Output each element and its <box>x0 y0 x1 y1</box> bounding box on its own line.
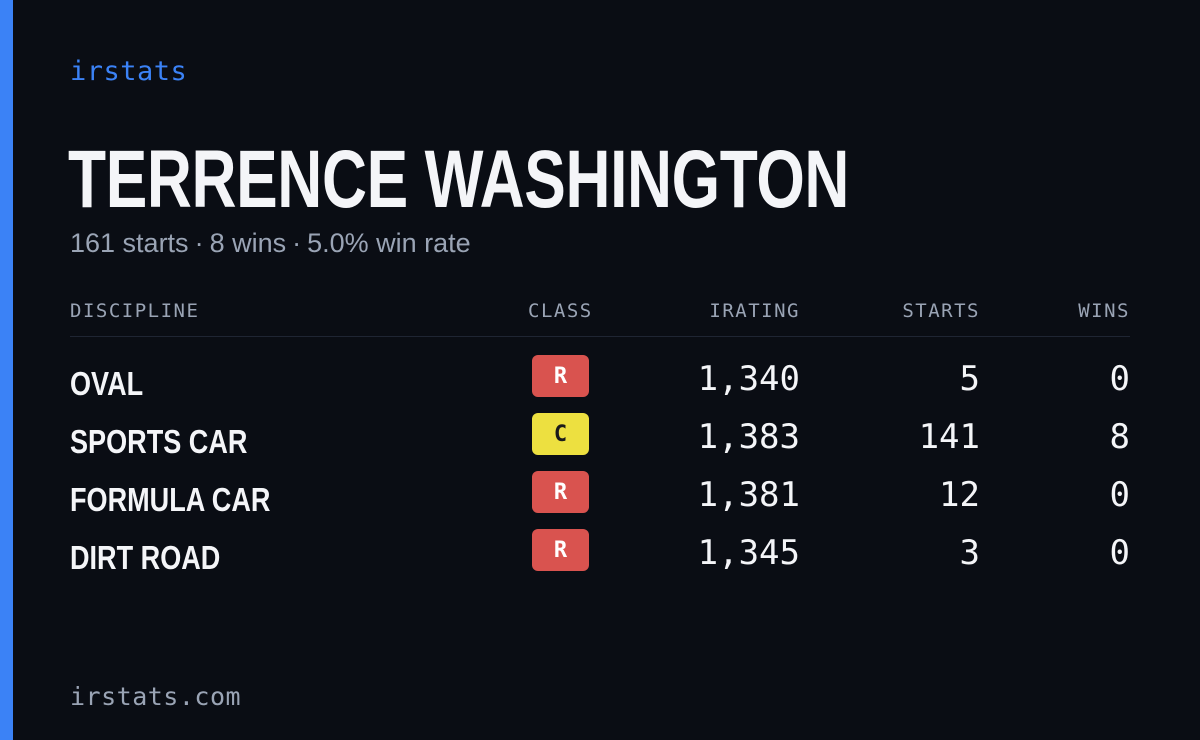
header-wins: WINS <box>1078 300 1130 322</box>
table-body: OVAL R 1,340 5 0 SPORTS CAR C 1,383 141 … <box>70 337 1130 587</box>
discipline-table: DISCIPLINE CLASS IRATING STARTS WINS OVA… <box>70 298 1130 587</box>
header-starts: STARTS <box>902 300 980 322</box>
discipline-name: FORMULA CAR <box>70 481 271 518</box>
class-badge: C <box>532 413 589 455</box>
starts-value: 5 <box>959 359 980 399</box>
starts-value: 141 <box>918 417 980 457</box>
driver-summary: 161 starts · 8 wins · 5.0% win rate <box>70 228 471 259</box>
table-row: OVAL R 1,340 5 0 <box>70 355 1130 413</box>
class-badge: R <box>532 355 589 397</box>
driver-name: TERRENCE WASHINGTON <box>68 134 850 225</box>
irating-value: 1,381 <box>697 475 800 515</box>
table-row: FORMULA CAR R 1,381 12 0 <box>70 471 1130 529</box>
footer-url: irstats.com <box>70 682 242 711</box>
table-header: DISCIPLINE CLASS IRATING STARTS WINS <box>70 298 1130 337</box>
header-class: CLASS <box>528 300 593 322</box>
discipline-name: DIRT ROAD <box>70 539 221 576</box>
summary-win-rate: 5.0% win rate <box>307 228 471 258</box>
summary-starts: 161 starts <box>70 228 189 258</box>
brand-logo: irstats <box>70 56 188 87</box>
class-badge: R <box>532 529 589 571</box>
summary-separator: · <box>292 228 302 258</box>
wins-value: 0 <box>1109 359 1130 399</box>
starts-value: 3 <box>959 533 980 573</box>
header-irating: IRATING <box>709 300 800 322</box>
table-row: SPORTS CAR C 1,383 141 8 <box>70 413 1130 471</box>
wins-value: 0 <box>1109 475 1130 515</box>
class-badge: R <box>532 471 589 513</box>
discipline-name: OVAL <box>70 365 144 402</box>
table-row: DIRT ROAD R 1,345 3 0 <box>70 529 1130 587</box>
summary-separator: · <box>194 228 204 258</box>
accent-bar <box>0 0 13 740</box>
irating-value: 1,383 <box>697 417 800 457</box>
summary-wins: 8 wins <box>209 228 287 258</box>
discipline-name: SPORTS CAR <box>70 423 248 460</box>
starts-value: 12 <box>939 475 980 515</box>
wins-value: 0 <box>1109 533 1130 573</box>
wins-value: 8 <box>1109 417 1130 457</box>
irating-value: 1,340 <box>697 359 800 399</box>
header-discipline: DISCIPLINE <box>70 300 200 322</box>
irating-value: 1,345 <box>697 533 800 573</box>
